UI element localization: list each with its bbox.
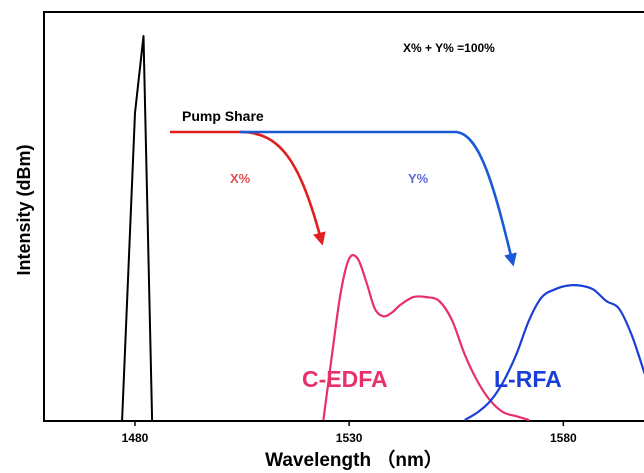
x-tick-label: 1580 — [550, 431, 577, 445]
c-edfa-spectrum-line — [322, 254, 530, 422]
y-share-label: Y% — [408, 171, 429, 186]
x-tick-label: 1480 — [122, 431, 149, 445]
x-axis-label: Wavelength （nm） — [265, 448, 443, 471]
y-axis-label: Intensity (dBm) — [14, 144, 34, 275]
plot-frame — [43, 11, 644, 422]
pump-peak-line — [121, 35, 154, 421]
x-share-label: X% — [230, 171, 251, 186]
equation-annotation: X% + Y% =100% — [403, 41, 495, 55]
y-share-arrow — [240, 130, 517, 267]
l-rfa-label: L-RFA — [494, 366, 562, 392]
c-edfa-label: C-EDFA — [302, 366, 388, 392]
pump-share-label: Pump Share — [182, 108, 264, 124]
x-tick-label: 1530 — [336, 431, 363, 445]
l-rfa-spectrum-line — [464, 284, 644, 421]
